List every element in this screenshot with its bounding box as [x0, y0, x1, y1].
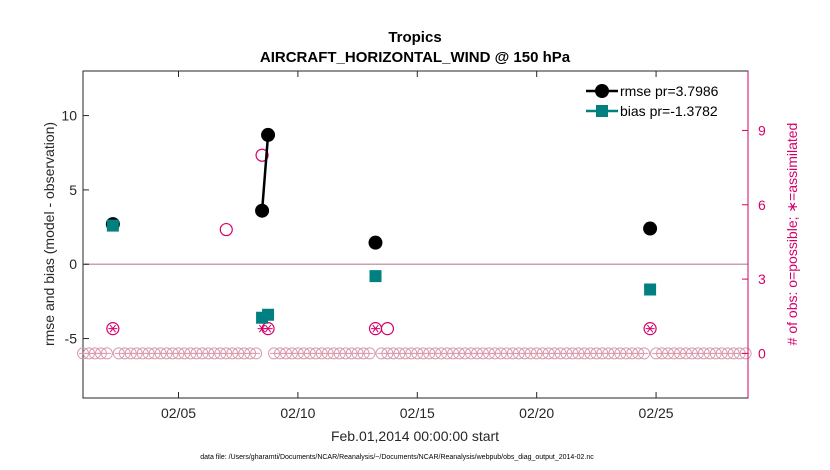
rmse-point — [368, 235, 383, 250]
obs-assimilated-marker — [108, 324, 118, 333]
zero-count-marker — [250, 347, 263, 360]
obs-possible-marker — [255, 148, 269, 162]
bias-point — [106, 219, 119, 232]
zero-count-circle — [100, 347, 113, 360]
legend-rmse-label: rmse pr=3.7986 — [620, 83, 719, 99]
y-tick-label: 0 — [69, 256, 77, 272]
chart-subtitle: AIRCRAFT_HORIZONTAL_WIND @ 150 hPa — [260, 49, 571, 66]
legend-item-bias: bias pr=-1.3782 — [586, 103, 718, 119]
y2-tick-label: 9 — [758, 122, 766, 138]
rmse-point — [643, 221, 658, 236]
y2-ticks: 0 3 6 9 — [742, 71, 766, 398]
bias-point — [262, 308, 275, 321]
obs-possible-marker — [380, 322, 395, 336]
x-tick-label: 02/15 — [400, 405, 435, 421]
legend: rmse pr=3.7986 bias pr=-1.3782 — [586, 83, 719, 119]
asterisk-stroke — [647, 324, 654, 333]
legend-rmse-marker — [595, 84, 609, 98]
zero-count-markers — [77, 347, 752, 360]
y2-tick-label: 6 — [758, 197, 766, 213]
zero-count-circle — [250, 347, 263, 360]
obs-possible-marker — [106, 322, 120, 336]
x-tick-label: 02/10 — [280, 405, 315, 421]
y-ticks: -5 0 5 10 — [61, 108, 89, 347]
obs-possible-marker — [219, 222, 233, 237]
asterisk-stroke — [264, 324, 272, 333]
plot-frame — [82, 70, 749, 399]
obs-assimilated-marker — [371, 324, 381, 333]
y2-axis-label: # of obs: o=possible; ∗=assimilated — [784, 123, 800, 346]
x-axis-label: Feb.01,2014 00:00:00 start — [331, 428, 499, 444]
rmse-line-segment — [260, 134, 270, 211]
chart-title: Tropics — [388, 29, 441, 46]
axes-background — [82, 70, 749, 399]
legend-bias-label: bias pr=-1.3782 — [620, 103, 718, 119]
zero-count-circle — [363, 347, 376, 360]
y2-tick-label: 0 — [758, 345, 766, 361]
obs-assimilated-marker — [263, 324, 273, 333]
x-ticks: 02/05 02/10 02/15 02/20 02/25 — [161, 71, 674, 421]
y-tick-label: 5 — [69, 182, 77, 198]
asterisk-stroke — [109, 324, 116, 333]
y-axis-label: rmse and bias (model - observation) — [41, 122, 57, 346]
footnote: data file: /Users/gharamti/Documents/NCA… — [200, 454, 594, 461]
legend-item-rmse: rmse pr=3.7986 — [586, 83, 719, 99]
y-tick-label: 10 — [61, 108, 77, 124]
zero-count-marker — [363, 347, 376, 360]
zero-count-marker — [100, 347, 113, 360]
obs-assimilated-marker — [645, 324, 655, 333]
x-tick-label: 02/25 — [639, 405, 674, 421]
obs-possible-marker — [643, 322, 657, 336]
x-tick-label: 02/20 — [519, 405, 554, 421]
y-tick-label: -5 — [65, 331, 78, 347]
asterisk-stroke — [258, 324, 266, 333]
zero-count-circle — [739, 347, 752, 360]
rmse-point — [261, 127, 276, 142]
asterisk-stroke — [372, 324, 379, 333]
series-markers — [105, 127, 658, 324]
rmse-point — [255, 203, 270, 218]
y2-tick-label: 3 — [758, 271, 766, 287]
x-tick-label: 02/05 — [161, 405, 196, 421]
bias-point — [369, 270, 382, 283]
bias-point — [644, 283, 657, 296]
zero-count-marker — [638, 347, 651, 360]
legend-bias-marker — [596, 105, 608, 117]
zero-count-circle — [638, 347, 651, 360]
obs-assimilated-markers — [108, 324, 655, 333]
